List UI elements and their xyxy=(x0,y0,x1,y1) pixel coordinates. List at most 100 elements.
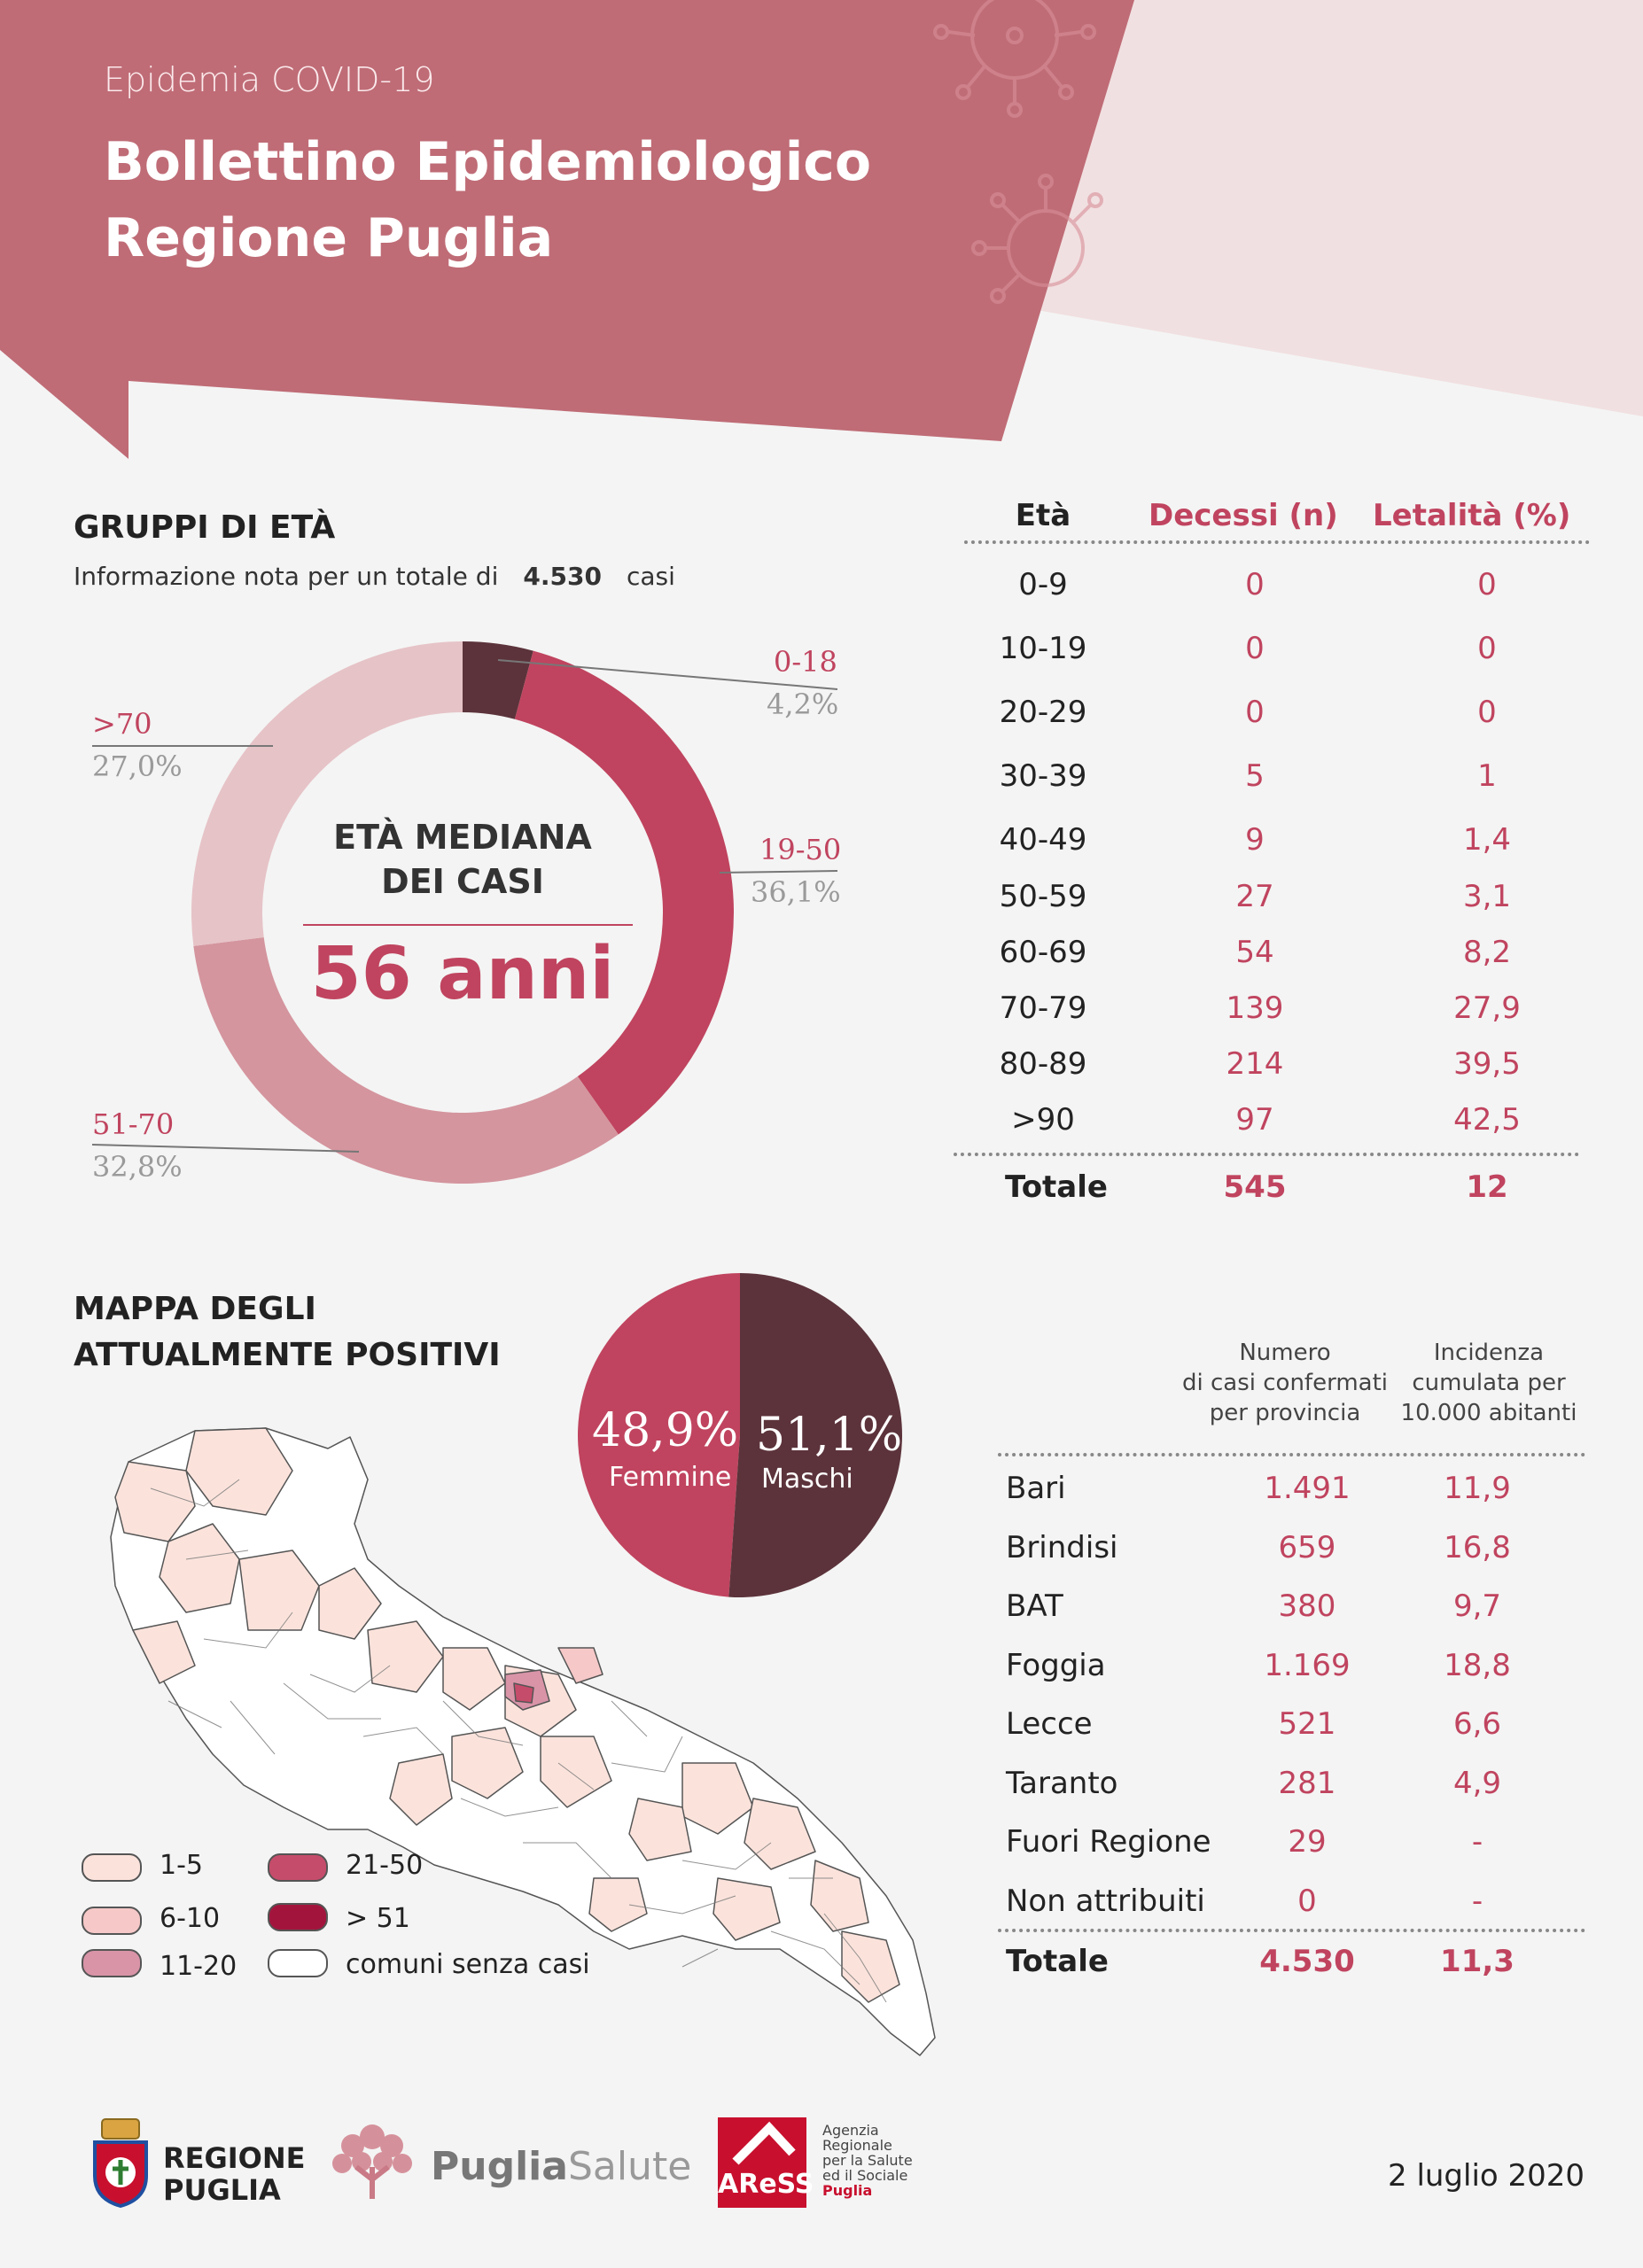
map-title: MAPPA DEGLI ATTUALMENTE POSITIVI xyxy=(74,1286,501,1379)
age-table-header-deaths: Decessi (n) xyxy=(1149,498,1338,533)
age-row-age: 20-29 xyxy=(999,695,1087,730)
province-row-name: Taranto xyxy=(1006,1766,1118,1801)
province-row-incidence: 4,9 xyxy=(1452,1766,1502,1801)
age-row-deaths: 54 xyxy=(1235,935,1274,970)
pie-slice-femmine xyxy=(578,1273,740,1597)
age-row-age: 40-49 xyxy=(999,822,1087,858)
header-title-line1: Bollettino Epidemiologico xyxy=(104,131,872,193)
agency-line4: ed il Sociale xyxy=(822,2167,908,2184)
province-row-incidence: 9,7 xyxy=(1452,1588,1502,1624)
aress-agency-text: Agenzia Regionale per la Salute ed il So… xyxy=(822,2123,913,2198)
age-row-lethality: 1 xyxy=(1477,758,1497,794)
age-table-header-age: Età xyxy=(1015,498,1071,533)
age-table-total-deaths: 545 xyxy=(1223,1169,1287,1205)
inc-header-line1: Incidenza xyxy=(1433,1340,1545,1366)
legend-swatch-11-20 xyxy=(82,1949,142,1977)
pie-label-maschi: Maschi xyxy=(761,1464,853,1495)
province-row-cases: 659 xyxy=(1278,1530,1336,1565)
province-row-cases: 29 xyxy=(1288,1824,1327,1860)
leader-51-70 xyxy=(91,1144,360,1153)
province-row-name: Bari xyxy=(1006,1471,1066,1506)
age-row-deaths: 5 xyxy=(1245,758,1265,794)
legend-swatch-over51 xyxy=(268,1903,328,1931)
gender-pie-chart xyxy=(578,1273,903,1597)
aress-logo-mark-icon xyxy=(732,2121,796,2165)
province-row-incidence: 6,6 xyxy=(1452,1706,1502,1742)
median-age-caption: ETÀ MEDIANA DEI CASI xyxy=(276,815,649,904)
map-title-line1: MAPPA DEGLI xyxy=(74,1291,316,1327)
aress-logo: AReSS xyxy=(718,2117,814,2208)
regione-line2: PUGLIA xyxy=(163,2173,281,2207)
age-row-lethality: 27,9 xyxy=(1453,990,1521,1026)
puglia-text: Puglia xyxy=(431,2144,568,2189)
province-table-divider-top xyxy=(998,1453,1585,1456)
info-suffix: casi xyxy=(626,562,675,591)
regione-puglia-logo-text: REGIONE PUGLIA xyxy=(163,2142,306,2206)
info-total: 4.530 xyxy=(523,562,602,591)
province-row-incidence: - xyxy=(1471,1884,1483,1919)
age-row-deaths: 139 xyxy=(1226,990,1284,1026)
age-row-age: 80-89 xyxy=(999,1046,1087,1082)
donut-slice-19-50 xyxy=(514,650,735,1135)
age-row-lethality: 8,2 xyxy=(1462,935,1512,970)
age-groups-info: Informazione nota per un totale di 4.530 c… xyxy=(74,562,675,591)
donut-label-0-18: 0-18 xyxy=(774,645,837,679)
donut-label-51-70: 51-70 xyxy=(92,1107,175,1141)
age-row-deaths: 0 xyxy=(1245,695,1265,730)
agency-line1: Agenzia xyxy=(822,2122,879,2139)
age-row-lethality: 0 xyxy=(1477,695,1497,730)
age-row-age: 30-39 xyxy=(999,758,1087,794)
province-row-cases: 1.491 xyxy=(1264,1471,1351,1506)
age-row-deaths: 214 xyxy=(1226,1046,1284,1082)
province-header-incidence: Incidenza cumulata per 10.000 abitanti xyxy=(1391,1338,1586,1428)
donut-slice-51-70 xyxy=(193,936,619,1184)
donut-slice-over70 xyxy=(191,641,463,946)
province-row-name: Brindisi xyxy=(1006,1530,1118,1565)
age-row-lethality: 0 xyxy=(1477,567,1497,602)
age-donut-chart xyxy=(91,641,838,1184)
puglia-salute-tree-icon xyxy=(332,2124,412,2199)
province-row-name: Non attribuiti xyxy=(1006,1884,1205,1919)
median-caption-line2: DEI CASI xyxy=(381,862,544,901)
legend-label-over51: > 51 xyxy=(346,1903,410,1934)
legend-label-6-10: 6-10 xyxy=(160,1903,221,1934)
median-age-value: 56 anni xyxy=(310,932,615,1016)
agency-line2: Regionale xyxy=(822,2137,892,2154)
province-row-incidence: 18,8 xyxy=(1444,1648,1511,1683)
legend-swatch-6-10 xyxy=(82,1907,142,1935)
province-total-label: Totale xyxy=(1006,1944,1109,1979)
donut-label-19-50: 19-50 xyxy=(759,833,842,866)
aress-logo-text: AReSS xyxy=(718,2169,814,2200)
agency-line3: per la Salute xyxy=(822,2152,913,2169)
donut-pct-19-50: 36,1% xyxy=(751,875,841,909)
donut-label-over70: >70 xyxy=(92,707,152,741)
age-row-lethality: 1,4 xyxy=(1462,822,1512,858)
legend-label-21-50: 21-50 xyxy=(346,1850,424,1881)
legend-swatch-21-50 xyxy=(268,1853,328,1882)
leader-19-50 xyxy=(719,870,838,874)
legend-label-1-5: 1-5 xyxy=(160,1850,203,1881)
header-title-line2: Regione Puglia xyxy=(104,207,554,269)
salute-text: Salute xyxy=(567,2144,692,2189)
puglia-salute-logo-text: PugliaSalute xyxy=(431,2144,691,2189)
province-row-incidence: - xyxy=(1471,1824,1483,1860)
province-row-cases: 380 xyxy=(1278,1588,1336,1624)
donut-pct-0-18: 4,2% xyxy=(767,687,839,721)
province-row-incidence: 16,8 xyxy=(1444,1530,1511,1565)
province-header-cases: Numero di casi confermati per provincia xyxy=(1179,1338,1391,1428)
legend-label-11-20: 11-20 xyxy=(160,1951,237,1982)
province-row-cases: 1.169 xyxy=(1264,1648,1351,1683)
age-row-lethality: 42,5 xyxy=(1453,1102,1521,1138)
inc-header-line3: 10.000 abitanti xyxy=(1400,1400,1577,1426)
regione-line1: REGIONE xyxy=(163,2141,306,2175)
cases-header-line3: per provincia xyxy=(1209,1400,1361,1426)
median-divider xyxy=(303,924,633,926)
province-row-cases: 521 xyxy=(1278,1706,1336,1742)
legend-swatch-no-cases xyxy=(268,1949,328,1977)
pie-slice-maschi xyxy=(728,1273,903,1597)
bulletin-date: 2 luglio 2020 xyxy=(1388,2158,1585,2194)
regione-puglia-crest-icon xyxy=(93,2118,148,2209)
pie-label-femmine: Femmine xyxy=(609,1462,732,1493)
map-title-line2: ATTUALMENTE POSITIVI xyxy=(74,1337,501,1373)
donut-pct-over70: 27,0% xyxy=(92,750,183,783)
